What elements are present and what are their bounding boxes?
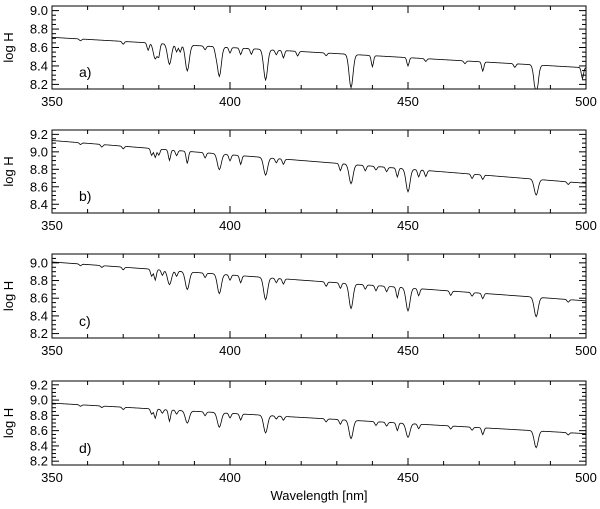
y-axis-label: log H <box>1 156 16 186</box>
panel-label: c) <box>79 313 91 329</box>
y-tick-label: 8.4 <box>30 58 48 73</box>
y-tick-label: 8.2 <box>30 454 48 469</box>
y-tick-label: 8.6 <box>30 40 48 55</box>
plot-frame <box>51 253 587 339</box>
y-axis-label: log H <box>1 32 16 62</box>
plot-frame <box>51 5 587 90</box>
x-tick-label: 400 <box>219 218 241 233</box>
spectrum-line <box>51 36 587 90</box>
spectrum-line <box>51 261 587 318</box>
panel-label: b) <box>79 188 91 204</box>
x-tick-label: 350 <box>41 343 63 358</box>
plot-frame <box>51 129 587 214</box>
y-tick-label: 8.6 <box>30 423 48 438</box>
y-tick-label: 9.2 <box>30 377 48 392</box>
x-tick-label: 350 <box>41 218 63 233</box>
y-tick-label: 8.8 <box>30 273 48 288</box>
y-tick-label: 9.0 <box>30 144 48 159</box>
x-tick-label: 450 <box>397 343 419 358</box>
spectrum-panel: 350 400 450 500 8.4 8.6 8.8 9.0 9.2 log H b) <box>1 127 597 233</box>
y-tick-label: 9.2 <box>30 127 48 142</box>
y-tick-label: 8.6 <box>30 179 48 194</box>
y-tick-label: 9.0 <box>30 255 48 270</box>
y-tick-label: 8.2 <box>30 326 48 341</box>
x-axis-label: Wavelength [nm] <box>270 488 367 503</box>
spectrum-line <box>51 402 587 449</box>
y-tick-label: 8.4 <box>30 197 48 212</box>
x-tick-label: 400 <box>219 470 241 485</box>
x-tick-label: 350 <box>41 470 63 485</box>
x-tick-label: 500 <box>575 218 597 233</box>
y-axis-label: log H <box>1 408 16 438</box>
y-tick-label: 8.8 <box>30 22 48 37</box>
x-tick-label: 500 <box>575 470 597 485</box>
x-tick-label: 350 <box>41 94 63 109</box>
x-tick-label: 400 <box>219 94 241 109</box>
x-tick-label: 450 <box>397 218 419 233</box>
y-axis-label: log H <box>1 281 16 311</box>
panel-label: a) <box>79 64 91 80</box>
x-tick-label: 500 <box>575 94 597 109</box>
spectrum-panel: 350 400 450 500 8.2 8.4 8.6 8.8 9.0 log H c) <box>1 253 597 358</box>
panel-label: d) <box>79 440 91 456</box>
y-tick-label: 8.2 <box>30 77 48 92</box>
y-tick-label: 9.0 <box>30 3 48 18</box>
x-tick-label: 400 <box>219 343 241 358</box>
y-tick-label: 9.0 <box>30 393 48 408</box>
spectrum-panel: 350 400 450 500 8.28.48.68.89.09.2 log H d) <box>1 377 597 485</box>
y-tick-label: 8.6 <box>30 291 48 306</box>
x-tick-label: 450 <box>397 470 419 485</box>
x-tick-label: 500 <box>575 343 597 358</box>
y-tick-label: 8.4 <box>30 308 48 323</box>
y-tick-label: 8.8 <box>30 408 48 423</box>
y-tick-label: 8.4 <box>30 438 48 453</box>
spectrum-panel: 350 400 450 500 8.2 8.4 8.6 8.8 9.0 log H a) <box>1 3 597 109</box>
y-tick-label: 8.8 <box>30 162 48 177</box>
x-tick-label: 450 <box>397 94 419 109</box>
plot-frame <box>51 380 587 466</box>
spectrum-line <box>51 140 587 196</box>
